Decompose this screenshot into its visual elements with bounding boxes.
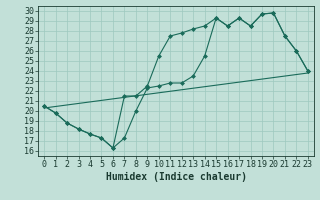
X-axis label: Humidex (Indice chaleur): Humidex (Indice chaleur) [106,172,246,182]
